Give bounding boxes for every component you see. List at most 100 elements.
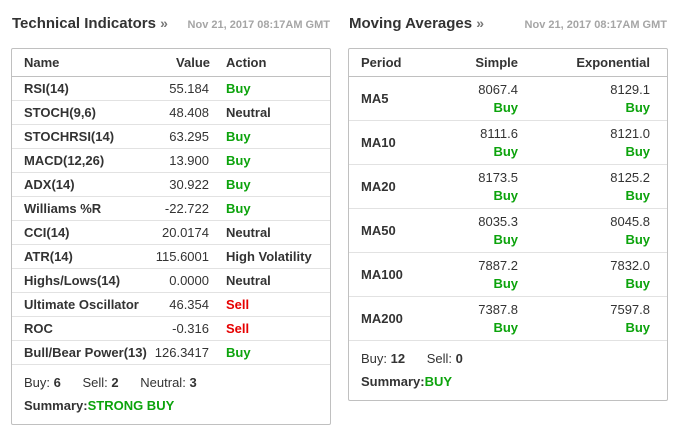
ma-period: MA100 <box>349 252 459 297</box>
action-signal: Buy <box>226 80 251 96</box>
sell-count-label: Sell: <box>82 374 108 390</box>
technical-indicators-panel: Technical Indicators » Nov 21, 2017 08:1… <box>11 15 331 425</box>
ma-simple-value: 8067.4 <box>478 81 518 97</box>
ma-simple-action: Buy <box>459 275 518 293</box>
technical-indicators-title-link[interactable]: Technical Indicators » <box>12 15 168 32</box>
moving-averages-table: Period Simple Exponential MA5 8067.4 Buy… <box>349 49 667 341</box>
action-signal: Buy <box>493 187 518 203</box>
action-signal: High Volatility <box>226 248 312 264</box>
signal-counts: Buy: 6 Sell: 2 Neutral: 3 <box>24 374 318 391</box>
moving-averages-header-row: Period Simple Exponential <box>349 49 667 77</box>
moving-averages-title-link[interactable]: Moving Averages » <box>349 15 484 32</box>
action-signal: Buy <box>226 200 251 216</box>
ma-simple-value: 8173.5 <box>478 169 518 185</box>
indicator-action: Buy <box>210 172 330 197</box>
ma-exponential-cell: 8129.1 Buy <box>518 76 667 121</box>
indicator-action: Buy <box>210 340 330 365</box>
action-signal: Neutral <box>226 104 271 120</box>
indicator-row: ADX(14) 30.922 Buy <box>12 172 330 197</box>
technical-indicators-table: Name Value Action RSI(14) 55.184 Buy STO… <box>12 49 330 365</box>
indicator-action: Buy <box>210 76 330 101</box>
indicator-action: High Volatility <box>210 244 330 269</box>
indicator-action: Sell <box>210 316 330 341</box>
ma-simple-cell: 7387.8 Buy <box>459 296 518 341</box>
column-header-simple: Simple <box>459 49 518 77</box>
ma-period: MA200 <box>349 296 459 341</box>
summary-label: Summary: <box>361 373 425 389</box>
ma-exponential-value: 8125.2 <box>610 169 650 185</box>
indicator-row: STOCHRSI(14) 63.295 Buy <box>12 124 330 149</box>
ma-row: MA10 8111.6 Buy 8121.0 Buy <box>349 120 667 165</box>
indicator-value: 48.408 <box>142 100 210 125</box>
action-signal: Sell <box>226 320 250 336</box>
buy-count: Buy: 6 <box>24 375 61 390</box>
column-header-name: Name <box>12 49 142 77</box>
column-header-exponential: Exponential <box>518 49 667 77</box>
ma-simple-action: Buy <box>459 231 518 249</box>
summary-value: STRONG BUY <box>87 397 175 413</box>
ma-exponential-value: 8121.0 <box>610 125 650 141</box>
page: Technical Indicators » Nov 21, 2017 08:1… <box>11 15 668 425</box>
indicator-value: 126.3417 <box>142 340 210 365</box>
ma-simple-action: Buy <box>459 143 518 161</box>
buy-count-value: 6 <box>53 374 61 390</box>
action-signal: Buy <box>493 143 518 159</box>
ma-simple-action: Buy <box>459 187 518 205</box>
ma-simple-cell: 8067.4 Buy <box>459 76 518 121</box>
indicator-name: ADX(14) <box>12 172 142 197</box>
ma-exponential-action: Buy <box>518 231 650 249</box>
indicator-value: -22.722 <box>142 196 210 221</box>
ma-exponential-value: 8045.8 <box>610 213 650 229</box>
indicator-name: Ultimate Oscillator <box>12 292 142 317</box>
ma-period: MA10 <box>349 120 459 165</box>
sell-count-value: 2 <box>111 374 119 390</box>
technical-indicators-header: Technical Indicators » Nov 21, 2017 08:1… <box>11 15 331 35</box>
moving-averages-panel: Moving Averages » Nov 21, 2017 08:17AM G… <box>348 15 668 425</box>
indicator-name: Williams %R <box>12 196 142 221</box>
indicator-row: ATR(14) 115.6001 High Volatility <box>12 244 330 269</box>
sell-count: Sell: 0 <box>427 351 463 366</box>
indicator-action: Neutral <box>210 220 330 245</box>
indicator-name: STOCH(9,6) <box>12 100 142 125</box>
ma-exponential-value: 8129.1 <box>610 81 650 97</box>
action-signal: Buy <box>226 344 251 360</box>
ma-simple-value: 8035.3 <box>478 213 518 229</box>
summary-value: BUY <box>424 373 453 389</box>
indicator-name: ATR(14) <box>12 244 142 269</box>
ma-row: MA5 8067.4 Buy 8129.1 Buy <box>349 76 667 121</box>
ma-exponential-action: Buy <box>518 187 650 205</box>
indicator-row: Williams %R -22.722 Buy <box>12 196 330 221</box>
buy-count-value: 12 <box>390 350 406 366</box>
ma-row: MA20 8173.5 Buy 8125.2 Buy <box>349 164 667 209</box>
technical-indicators-title: Technical Indicators <box>12 15 156 32</box>
buy-count-label: Buy: <box>361 350 388 366</box>
ma-simple-cell: 8035.3 Buy <box>459 208 518 253</box>
indicator-name: MACD(12,26) <box>12 148 142 173</box>
action-signal: Buy <box>493 275 518 291</box>
indicator-row: MACD(12,26) 13.900 Buy <box>12 148 330 173</box>
technical-indicators-footer: Buy: 6 Sell: 2 Neutral: 3 Summary:STRONG… <box>12 365 330 424</box>
indicator-row: Ultimate Oscillator 46.354 Sell <box>12 292 330 317</box>
ma-period: MA50 <box>349 208 459 253</box>
ma-exponential-cell: 7597.8 Buy <box>518 296 667 341</box>
chevrons-right-icon: » <box>476 15 485 31</box>
action-signal: Buy <box>226 152 251 168</box>
signal-counts: Buy: 12 Sell: 0 <box>361 350 655 367</box>
indicator-value: 55.184 <box>142 76 210 101</box>
indicator-row: CCI(14) 20.0174 Neutral <box>12 220 330 245</box>
indicator-action: Buy <box>210 124 330 149</box>
indicator-value: 115.6001 <box>142 244 210 269</box>
ma-simple-value: 7887.2 <box>478 257 518 273</box>
indicator-value: 0.0000 <box>142 268 210 293</box>
moving-averages-timestamp: Nov 21, 2017 08:17AM GMT <box>524 19 667 31</box>
ma-exponential-action: Buy <box>518 99 650 117</box>
ma-row: MA50 8035.3 Buy 8045.8 Buy <box>349 208 667 253</box>
ma-exponential-action: Buy <box>518 143 650 161</box>
sell-count-label: Sell: <box>426 350 453 366</box>
action-signal: Sell <box>226 296 250 312</box>
buy-count-label: Buy: <box>24 374 51 390</box>
ma-period: MA5 <box>349 76 459 121</box>
ma-exponential-cell: 7832.0 Buy <box>518 252 667 297</box>
ma-simple-cell: 8111.6 Buy <box>459 120 518 165</box>
ma-exponential-value: 7832.0 <box>610 257 650 273</box>
